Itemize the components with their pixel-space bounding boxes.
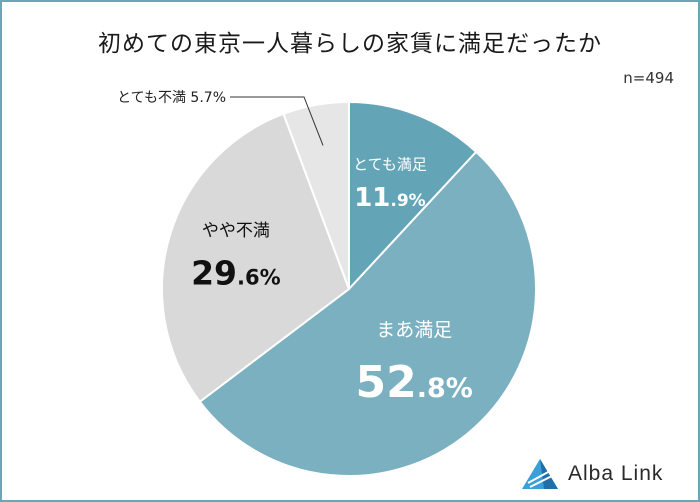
alba-link-logo: Alba Link [520, 457, 663, 491]
slice-label-somewhat-dissatisfied: やや不満 [202, 221, 270, 241]
slice-somewhat-dissatisfied [161, 112, 351, 404]
sample-size: n=494 [623, 69, 674, 87]
slice-somewhat-satisfied [198, 150, 537, 477]
slice-very-dissatisfied [282, 100, 350, 290]
chart-title: 初めての東京一人暮らしの家賃に満足だったか [98, 31, 602, 57]
logo-text: Alba Link [568, 462, 664, 485]
leader-line-very-dissatisfied [230, 96, 324, 146]
slice-value-very-satisfied: 11.9% [354, 183, 426, 213]
slice-label-very-dissatisfied: とても不満 5.7% [117, 90, 226, 106]
slice-value-somewhat-satisfied: 52.8% [356, 357, 473, 408]
slice-very-satisfied [348, 100, 478, 292]
logo-icon [522, 459, 558, 489]
slice-value-somewhat-dissatisfied: 29.6% [191, 253, 281, 292]
slice-label-very-satisfied: とても満足 [353, 156, 427, 174]
slice-label-somewhat-satisfied: まあ満足 [376, 319, 452, 341]
